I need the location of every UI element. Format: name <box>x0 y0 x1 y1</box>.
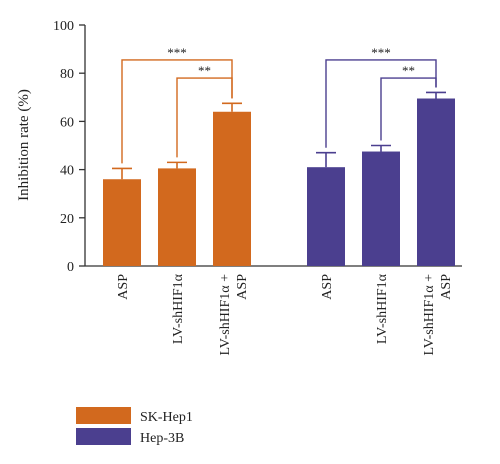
bar <box>103 179 141 266</box>
significance-label: ** <box>402 63 415 78</box>
y-tick-label: 80 <box>60 67 74 82</box>
y-ticks: 0 20 40 60 80 100 <box>53 19 85 275</box>
bar <box>213 111 251 266</box>
x-tick-label: LV-shHIF1α <box>375 273 390 344</box>
y-tick-label: 60 <box>60 115 74 130</box>
legend-label: Hep-3B <box>140 431 184 446</box>
significance-label: *** <box>371 45 391 60</box>
bar <box>417 98 455 266</box>
x-tick-label: ASP <box>320 274 335 300</box>
x-tick-label: ASP <box>116 274 131 300</box>
bar <box>307 167 345 266</box>
significance-label: *** <box>167 45 187 60</box>
axes <box>84 25 462 267</box>
significance-brackets: ********** <box>121 45 437 164</box>
bars <box>103 91 455 266</box>
y-tick-label: 100 <box>53 19 74 34</box>
x-tick-label: LV-shHIF1α <box>171 273 186 344</box>
x-tick-label: LV-shHIF1α + ASP <box>218 274 250 356</box>
significance-bracket <box>176 77 233 158</box>
bar <box>362 151 400 266</box>
legend-label: SK-Hep1 <box>140 410 193 425</box>
y-tick-label: 20 <box>60 212 74 227</box>
significance-label: ** <box>198 63 211 78</box>
x-tick-label: LV-shHIF1α + ASP <box>422 274 454 356</box>
y-tick-label: 40 <box>60 164 74 179</box>
y-axis-label: Inhibition rate (%) <box>16 89 32 201</box>
bar <box>158 168 196 266</box>
significance-bracket <box>325 59 437 148</box>
legend: SK-Hep1 Hep-3B <box>76 407 193 446</box>
x-tick-labels: ASP LV-shHIF1α LV-shHIF1α + ASP ASP LV-shHIF1… <box>116 273 454 355</box>
y-tick-label: 0 <box>67 260 74 275</box>
legend-swatch <box>76 428 131 445</box>
legend-swatch <box>76 407 131 424</box>
significance-bracket <box>380 77 437 141</box>
